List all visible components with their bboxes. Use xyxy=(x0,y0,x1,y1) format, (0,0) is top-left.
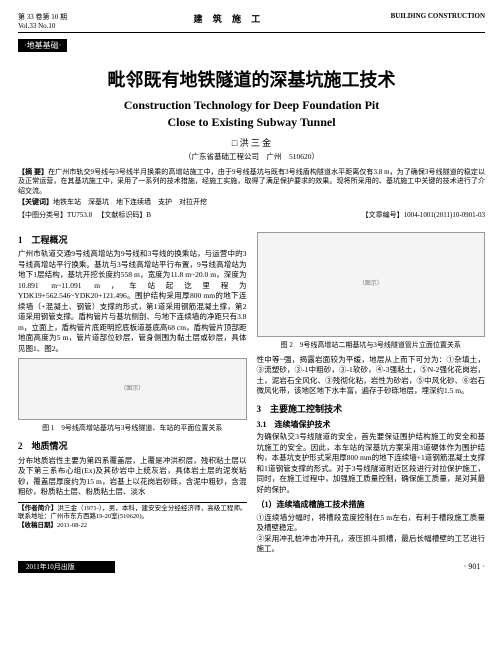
geology-para: 性中等~强，揭露岩面较为平缓，地层从上而下可分为：①杂填土，③流塑砂，③-1中粗… xyxy=(257,355,486,397)
journal-name-en: BUILDING CONSTRUCTION xyxy=(391,12,485,30)
author-name: □ 洪 三 金 xyxy=(18,136,485,149)
section-1-heading: 1 工程概况 xyxy=(18,234,247,247)
two-column-body: 1 工程概况 广州市轨道交通9号线高增站为9号线和3号线的换乘站，与运营中的3号… xyxy=(18,228,485,555)
figure-2: （图示） xyxy=(257,232,486,337)
abstract-text: 在广州市轨交9号线与3号线半月换乘的高增站施工中，由于9号线基坑与既有3号线盾构… xyxy=(18,168,485,195)
section-3-heading: 3 主要施工控制技术 xyxy=(257,403,486,416)
figure-1: （图示） xyxy=(18,358,247,420)
volume-line2: Vol.33 No.10 xyxy=(18,22,67,30)
author-affiliation: （广东省基础工程公司 广州 510620） xyxy=(18,151,485,162)
section-2-heading: 2 地质情况 xyxy=(18,440,247,453)
page-footer: 2011年10月出版 · 901 · xyxy=(18,561,485,573)
section-3-1-1-item1: ①连续墙分幅时，将槽段宽度控制在5 m左右，有利于槽段施工质量及槽壁稳定。 xyxy=(257,513,486,534)
abstract-label: 【摘 要】 xyxy=(18,168,48,176)
footer-page-number: · 901 · xyxy=(464,562,485,571)
figure-1-caption: 图 1 9号线高增站基坑与3号线隧道、车站的平面位置关系 xyxy=(18,424,247,434)
section-tag: ·地基基础· xyxy=(18,39,67,52)
page-header: 第 33 卷第 10 期 Vol.33 No.10 建 筑 施 工 BUILDI… xyxy=(18,12,485,33)
footnote-block: 【作者简介】洪三金（1971-），男，本科，建安安全分经经济师，高级工程师。联系… xyxy=(18,502,247,530)
clc-value: TU753.8 xyxy=(67,211,92,219)
doc-code-label: 【文献标识码】 xyxy=(101,211,147,219)
keywords-label: 【关键词】 xyxy=(18,198,53,206)
section-1-para: 广州市轨道交通9号线高增站为9号线和3号线的换乘站，与运营中的3号线高增站平行换… xyxy=(18,249,247,354)
doc-code-value: B xyxy=(146,211,151,219)
figure-2-caption: 图 2 9号线高增站二期基坑与3号线隧道管片立面位置关系 xyxy=(257,341,486,351)
left-column: 1 工程概况 广州市轨道交通9号线高增站为9号线和3号线的换乘站，与运营中的3号… xyxy=(18,228,247,555)
section-2-para: 分布地质岩性主要为第四系覆盖层，上覆是冲洪积层，残积粘土层以及下第三系布心组(E… xyxy=(18,456,247,498)
article-id-value: 1004-1001(2011)10-0901-03 xyxy=(404,211,485,219)
keywords-text: 地铁车站 深基坑 地下连续墙 支护 对拉开挖 xyxy=(53,198,207,206)
volume-line1: 第 33 卷第 10 期 xyxy=(18,12,67,22)
section-3-1-para: 为确保轨交3号线隧道的安全，首先要保证围护结构施工的安全和基坑施工的安全。因此，… xyxy=(257,432,486,495)
section-3-1-1-heading: （1）连续墙成槽施工技术措施 xyxy=(257,499,486,510)
journal-name-cn: 建 筑 施 工 xyxy=(193,12,264,30)
meta-row: 【中图分类号】TU753.8 【文献标识码】B 【文章编号】1004-1001(… xyxy=(18,210,485,220)
article-id-label: 【文章编号】 xyxy=(362,211,404,219)
footnote-date-label: 【收稿日期】 xyxy=(18,522,57,529)
footnote-date-text: 2011-08-22 xyxy=(57,522,87,529)
title-cn: 毗邻既有地铁隧道的深基坑施工技术 xyxy=(18,66,485,92)
title-en-2: Close to Existing Subway Tunnel xyxy=(18,115,485,130)
footnote-author-label: 【作者简介】 xyxy=(18,505,57,512)
section-3-1-heading: 3.1 连续墙保护技术 xyxy=(257,419,486,430)
keywords: 【关键词】地铁车站 深基坑 地下连续墙 支护 对拉开挖 xyxy=(18,198,485,207)
abstract: 【摘 要】在广州市轨交9号线与3号线半月换乘的高增站施工中，由于9号线基坑与既有… xyxy=(18,168,485,196)
section-3-1-1-item2: ②采用冲孔桩冲击冲开孔，液压抓斗抓槽，最后长幅槽壁的工艺进行施工。 xyxy=(257,534,486,555)
right-column: （图示） 图 2 9号线高增站二期基坑与3号线隧道管片立面位置关系 性中等~强，… xyxy=(257,228,486,555)
footer-issue-tag: 2011年10月出版 xyxy=(18,561,115,573)
clc-label: 【中图分类号】 xyxy=(18,211,67,219)
title-en-1: Construction Technology for Deep Foundat… xyxy=(18,98,485,113)
